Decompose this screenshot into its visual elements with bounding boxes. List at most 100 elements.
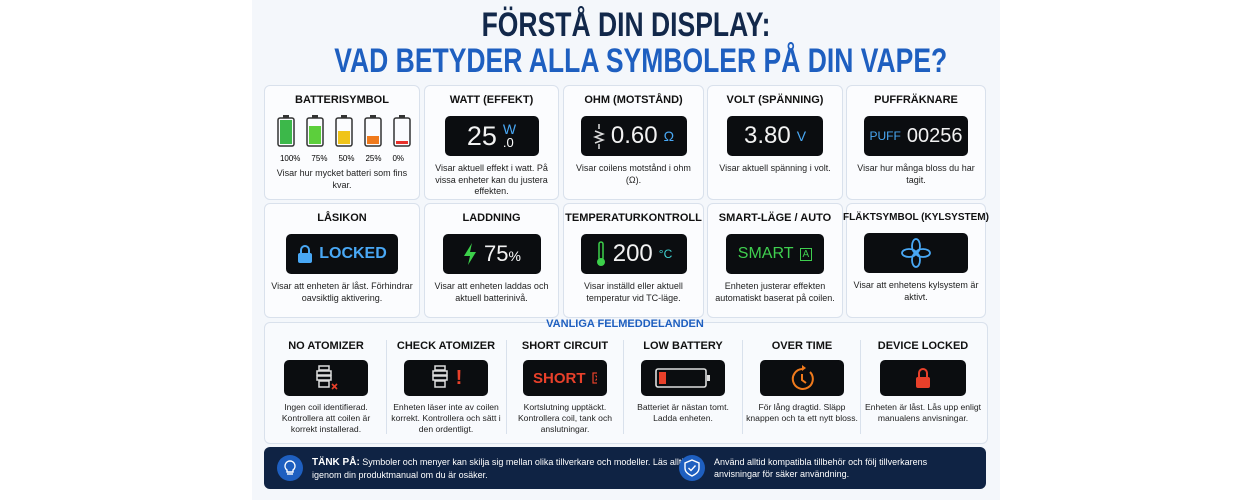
card-ohm: OHM (MOTSTÅND) 0.60 Ω Visar coilens mots…	[563, 85, 704, 200]
error-desc: För lång dragtid. Släpp knappen och ta e…	[746, 402, 858, 423]
display: 25 W .0	[444, 116, 539, 156]
tip: TÄNK PÅ: Symboler och menyer kan skilja …	[312, 456, 692, 481]
card-desc: Visar inställd eller aktuell temperatur …	[584, 281, 683, 303]
error-title: SHORT CIRCUIT	[521, 340, 609, 352]
battery-label: 25%	[365, 154, 382, 163]
card-volt: VOLT (SPÄNNING) 3.80 V Visar aktuell spä…	[707, 85, 843, 200]
display: 0.60 Ω	[580, 116, 687, 156]
card-desc: Visar hur många bloss du har tagit.	[857, 163, 975, 185]
display: !	[404, 360, 488, 396]
display-value: SHORT	[533, 369, 586, 387]
card-desc: Visar aktuell effekt i watt. På vissa en…	[435, 163, 548, 196]
bulb-icon	[277, 455, 303, 481]
separator	[506, 340, 507, 434]
error-title: CHECK ATOMIZER	[396, 340, 496, 352]
display: LOCKED	[286, 234, 398, 274]
error-desc: Enheten läser inte av coilen korrekt. Ko…	[391, 402, 501, 434]
safety-text: Använd alltid kompatibla tillbehör och f…	[714, 457, 928, 479]
battery-icons	[272, 112, 412, 160]
card-title: LADDNING	[462, 212, 521, 224]
display-unit: %	[508, 248, 521, 264]
display: PUFF 00256	[864, 116, 968, 156]
card-desc: Enheten justerar effekten automatiskt ba…	[715, 281, 835, 303]
card-title: SMART-LÄGE / AUTO	[718, 212, 832, 224]
card-desc: Visar coilens motstånd i ohm (Ω).	[576, 163, 691, 185]
display-value: !	[455, 366, 463, 389]
card-title: LÅSIKON	[317, 212, 367, 224]
card-puff: PUFFRÄKNARE PUFF 00256 Visar hur många b…	[846, 85, 986, 200]
card-title: PUFFRÄKNARE	[874, 94, 958, 106]
lock-icon	[298, 245, 313, 263]
display	[284, 360, 368, 396]
card-title: TEMPERATURKONTROLL	[565, 212, 702, 224]
separator	[623, 340, 624, 434]
error-short-circuit: SHORT CIRCUIT SHORT Kortslutning upptäck…	[508, 340, 622, 438]
display-decimal: .0	[502, 135, 514, 150]
display-unit: V	[796, 128, 807, 144]
battery-label: 100%	[279, 154, 301, 163]
display-value: 0.60	[610, 122, 658, 149]
battery-levels	[277, 115, 411, 147]
separator	[860, 340, 861, 434]
display	[760, 360, 844, 396]
display	[641, 360, 725, 396]
card-lock: LÅSIKON LOCKED Visar att enheten är låst…	[264, 203, 420, 318]
card-desc: Visar att enheten är låst. Förhindrar oa…	[271, 281, 413, 303]
error-title: NO ATOMIZER	[288, 340, 364, 352]
card-title: WATT (EFFEKT)	[449, 94, 534, 106]
display-badge: A	[799, 247, 813, 261]
display-value: SMART	[737, 245, 794, 262]
display: 3.80 V	[727, 116, 823, 156]
card-desc: Visar hur mycket batteri som fins kvar.	[276, 168, 408, 190]
card-title: OHM (MOTSTÅND)	[584, 94, 683, 106]
error-desc: Ingen coil identifierad. Kontrollera att…	[281, 402, 371, 434]
lock-icon	[916, 368, 930, 388]
card-fan: FLÄKTSYMBOL (KYLSYSTEM) Visar att enhete…	[843, 203, 989, 318]
battery-labels: 100% 75% 50% 25% 0%	[280, 154, 404, 163]
display-unit: °C	[658, 247, 673, 261]
display-value: LOCKED	[319, 245, 387, 262]
separator	[742, 340, 743, 434]
coil-icon	[431, 365, 448, 388]
error-title: DEVICE LOCKED	[877, 340, 969, 352]
card-desc: Visar aktuell spänning i volt.	[719, 163, 831, 173]
display-label: PUFF	[869, 129, 901, 143]
coil-icon	[592, 124, 605, 149]
display-value: 200	[612, 240, 653, 267]
battery-label: 75%	[311, 154, 328, 163]
fan-icon	[901, 238, 931, 268]
display	[864, 233, 968, 273]
display: 200 °C	[580, 234, 687, 274]
display-value: 75	[484, 241, 509, 266]
display-value: 00256	[906, 124, 963, 147]
battery-label: 50%	[338, 154, 355, 163]
card-desc: Visar att enheten laddas och aktuell bat…	[434, 281, 549, 303]
card-title: VOLT (SPÄNNING)	[726, 94, 824, 106]
shield-icon	[679, 455, 705, 481]
thermometer-icon	[596, 241, 605, 266]
error-desc: Kortslutning upptäckt. Kontrollera coil,…	[517, 402, 613, 434]
card-charging: LADDNING 75% Visar att enheten laddas oc…	[424, 203, 559, 318]
display: SMART A	[726, 234, 824, 274]
errors-title: VANLIGA FELMEDDELANDEN	[546, 318, 704, 330]
card-smart: SMART-LÄGE / AUTO SMART A Enheten juster…	[707, 203, 843, 318]
card-battery: BATTERISYMBOL 100% 75% 50% 25% 0% Visar …	[264, 85, 420, 200]
display: SHORT	[523, 360, 607, 396]
display-unit: Ω	[663, 128, 675, 144]
coil-icon	[316, 365, 338, 390]
card-desc: Visar att enhetens kylsystem är aktivt.	[853, 280, 979, 302]
card-title: FLÄKTSYMBOL (KYLSYSTEM)	[843, 212, 989, 223]
error-no-atomizer: NO ATOMIZER Ingen coil identifierad. Kon…	[268, 340, 384, 438]
timer-icon	[791, 365, 814, 390]
tip-text: Symboler och menyer kan skilja sig mella…	[312, 457, 689, 480]
error-desc: Batteriet är nästan tomt. Ladda enheten.	[637, 402, 729, 423]
error-check-atomizer: CHECK ATOMIZER ! Enheten läser inte av c…	[388, 340, 504, 438]
tip-label: TÄNK PÅ:	[312, 457, 360, 468]
display: 75%	[442, 234, 541, 274]
display-value: 3.80	[743, 122, 791, 149]
title-line-2: VAD BETYDER ALLA SYMBOLER PÅ DIN VAPE?	[334, 42, 948, 80]
battery-icon	[655, 368, 710, 388]
error-device-locked: DEVICE LOCKED Enheten är låst. Lås upp e…	[862, 340, 984, 438]
title-line-1: FÖRSTÅ DIN DISPLAY:	[481, 6, 771, 44]
